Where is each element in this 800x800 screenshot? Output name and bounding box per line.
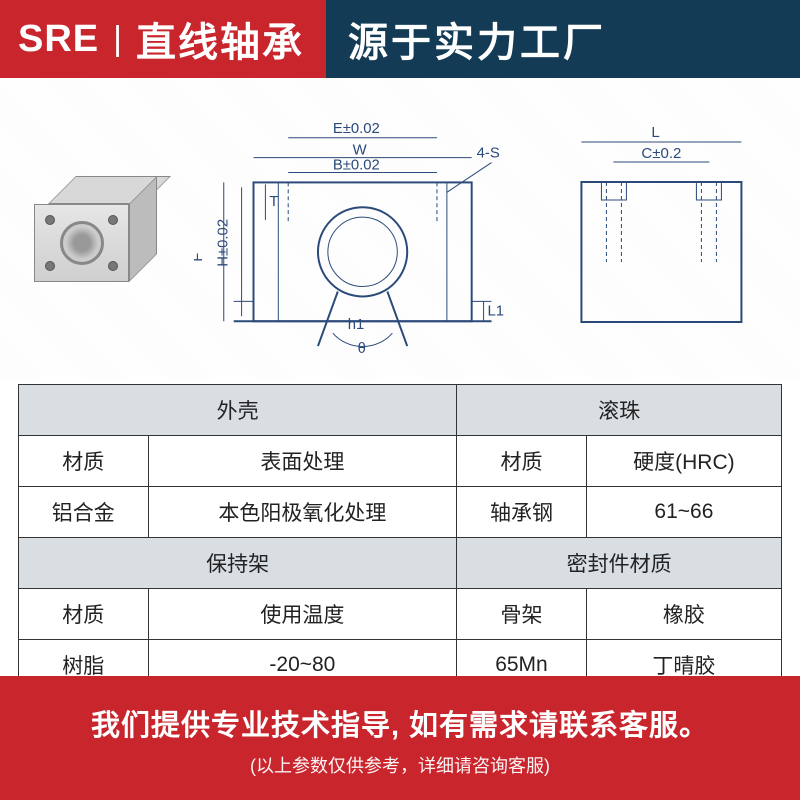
dim-C: C±0.2: [642, 145, 682, 162]
dim-L: L: [652, 124, 660, 141]
footer-line1: 我们提供专业技术指导, 如有需求请联系客服。: [20, 702, 780, 744]
dim-E: E±0.02: [333, 121, 380, 137]
header-right: 源于实力工厂: [326, 0, 800, 78]
col-1-0: 材质: [457, 436, 587, 487]
brand-divider: |: [113, 20, 122, 59]
col-0-0: 材质: [19, 436, 149, 487]
sec-title-2: 保持架: [19, 538, 457, 589]
sec-title-3: 密封件材质: [457, 538, 782, 589]
spec-table: 外壳 滚珠 材质 表面处理 材质 硬度(HRC) 铝合金 本色阳极氧化处理 轴承…: [18, 384, 782, 691]
dim-4S: 4-S: [477, 146, 500, 162]
tagline: 源于实力工厂: [348, 10, 606, 68]
bearing-3d-icon: [34, 182, 164, 282]
sec-title-1: 滚珠: [457, 385, 782, 436]
col-3-0: 骨架: [457, 589, 587, 640]
val-0-1: 本色阳极氧化处理: [148, 487, 457, 538]
dim-B: B±0.02: [333, 158, 380, 174]
sec-title-0: 外壳: [19, 385, 457, 436]
side-schematic: L C±0.2: [541, 102, 782, 362]
dim-T: T: [269, 194, 278, 210]
header: SRE | 直线轴承 源于实力工厂: [0, 0, 800, 78]
col-1-1: 硬度(HRC): [586, 436, 781, 487]
brand-text: SRE: [18, 18, 99, 61]
col-0-1: 表面处理: [148, 436, 457, 487]
diagram-area: E±0.02 W B±0.02 4-S F H±0.02 T L1 h1 θ: [0, 78, 800, 378]
col-2-0: 材质: [19, 589, 149, 640]
dim-theta: θ: [358, 341, 366, 357]
dim-H: H±0.02: [216, 219, 232, 267]
footer: 我们提供专业技术指导, 如有需求请联系客服。 (以上参数仅供参考，详细请咨询客服…: [0, 676, 800, 800]
dim-W: W: [353, 143, 367, 159]
dim-F: F: [194, 253, 206, 262]
val-0-0: 铝合金: [19, 487, 149, 538]
footer-line2: (以上参数仅供参考，详细请咨询客服): [20, 752, 780, 778]
product-name: 直线轴承: [136, 10, 304, 68]
col-3-1: 橡胶: [586, 589, 781, 640]
col-2-1: 使用温度: [148, 589, 457, 640]
dim-h1: h1: [348, 317, 365, 333]
front-schematic: E±0.02 W B±0.02 4-S F H±0.02 T L1 h1 θ: [194, 102, 531, 362]
val-1-0: 轴承钢: [457, 487, 587, 538]
product-photo: [14, 157, 184, 307]
header-left: SRE | 直线轴承: [0, 0, 326, 78]
dim-L1: L1: [488, 303, 505, 319]
val-1-1: 61~66: [586, 487, 781, 538]
